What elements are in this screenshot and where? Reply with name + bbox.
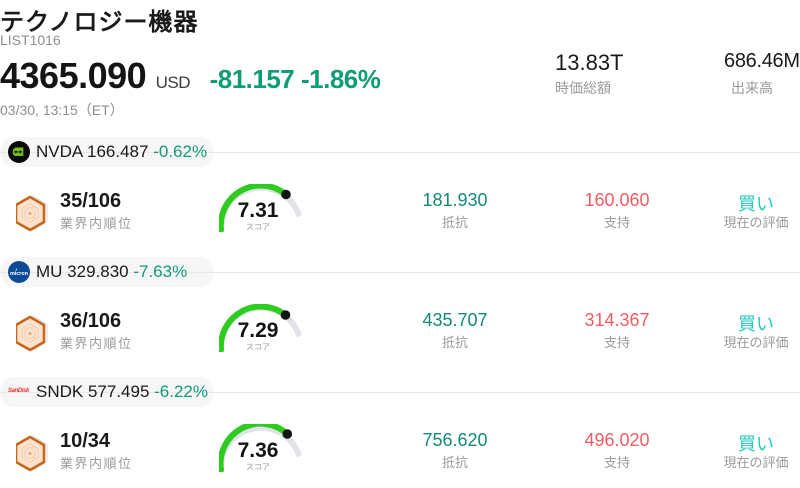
svg-text:micron: micron bbox=[10, 271, 28, 277]
